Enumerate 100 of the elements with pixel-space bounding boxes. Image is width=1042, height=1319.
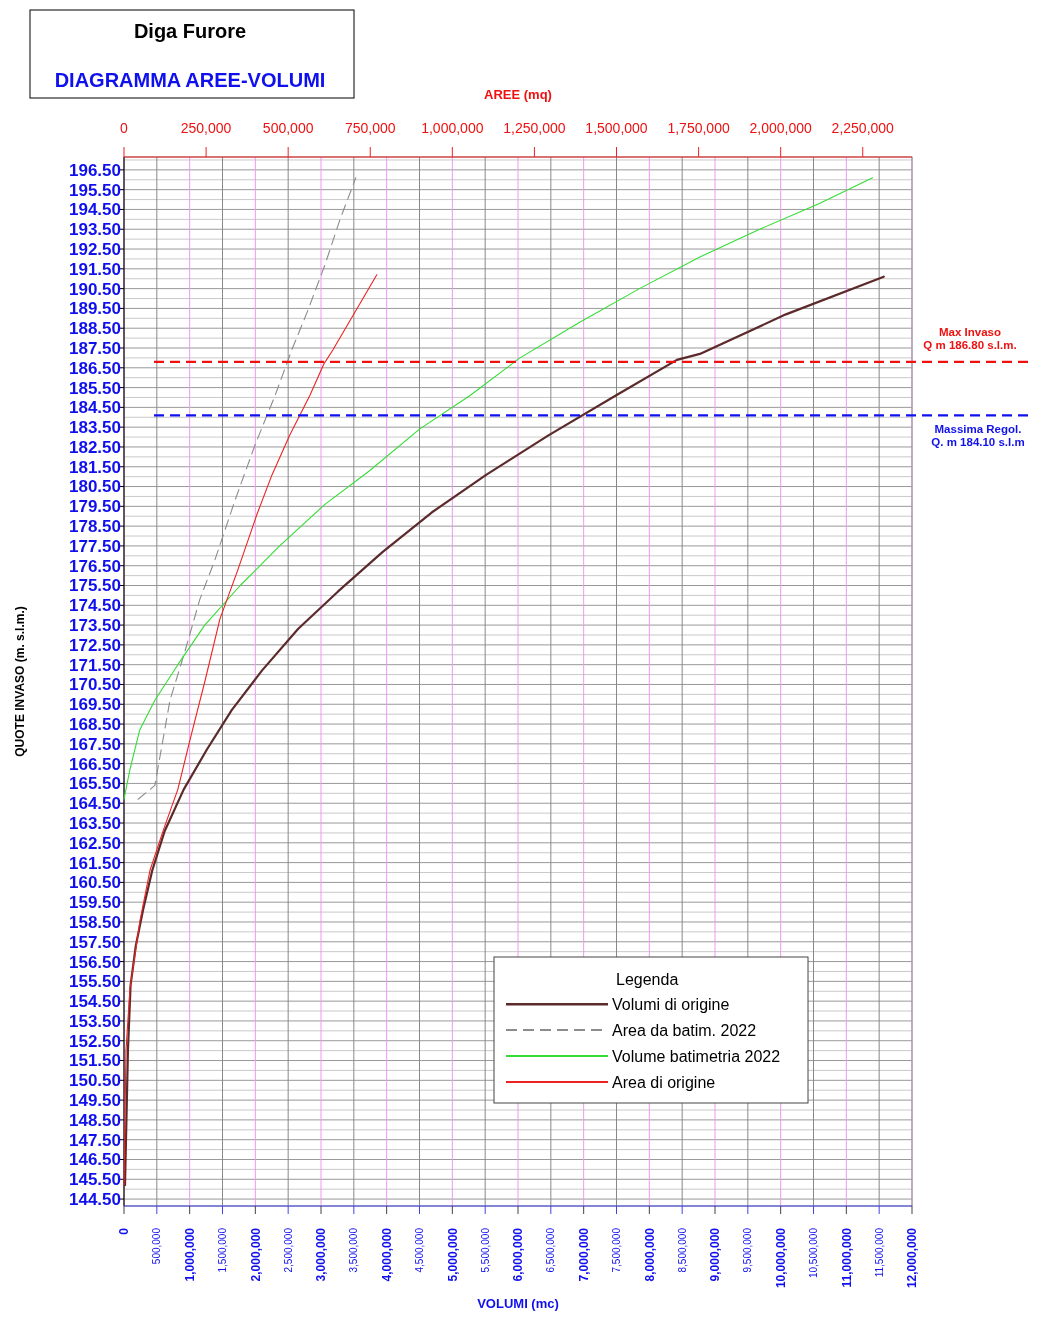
x-tick-label: 8,000,000: [642, 1227, 657, 1282]
y-tick-label: 145.50: [69, 1170, 121, 1190]
y-tick-label: 180.50: [69, 477, 121, 497]
y-tick-label: 158.50: [69, 912, 121, 932]
x-tick-label: 7,500,000: [611, 1227, 622, 1273]
x-tick-label: 6,000,000: [511, 1227, 526, 1282]
x2-tick-label: 500,000: [262, 120, 314, 136]
y-tick-label: 190.50: [69, 279, 121, 299]
x-tick-label: 9,500,000: [742, 1227, 754, 1273]
y-tick-label: 182.50: [69, 437, 121, 457]
legend-label: Volume batimetria 2022: [612, 1047, 781, 1065]
x2-tick-label: 1,500,000: [585, 120, 648, 136]
x-tick-label: 4,000,000: [379, 1227, 394, 1282]
x-tick-label: 2,000,000: [248, 1227, 263, 1282]
y-tick-label: 153.50: [69, 1011, 121, 1031]
y-tick-label: 160.50: [69, 873, 121, 893]
y-tick-label: 163.50: [69, 813, 121, 833]
x-tick-label: 2,500,000: [282, 1227, 294, 1273]
y-tick-label: 191.50: [69, 259, 121, 279]
y-tick-label: 169.50: [69, 695, 121, 715]
x2-tick-label: 0: [120, 120, 129, 136]
y-tick-label: 176.50: [69, 556, 121, 576]
x-tick-label: 3,000,000: [314, 1227, 329, 1282]
y-tick-label: 165.50: [69, 774, 121, 794]
y-tick-label: 168.50: [69, 715, 121, 734]
y-tick-label: 146.50: [69, 1150, 121, 1170]
y-tick-label: 174.50: [69, 596, 121, 616]
y-tick-label: 159.50: [69, 893, 121, 913]
x-tick-label: 3,500,000: [348, 1227, 360, 1273]
y-tick-label: 185.50: [69, 378, 121, 398]
y-tick-label: 150.50: [69, 1071, 121, 1091]
x-tick-label: 10,500,000: [808, 1227, 819, 1279]
x-axis-title: VOLUMI (mc): [477, 1296, 559, 1311]
y-tick-label: 156.50: [69, 952, 121, 972]
x2-tick-label: 1,750,000: [667, 120, 730, 136]
y-tick-label: 157.50: [69, 932, 121, 952]
y-tick-label: 155.50: [69, 972, 121, 992]
y-tick-label: 189.50: [69, 299, 121, 319]
x-tick-label: 9,000,000: [708, 1227, 723, 1282]
y-tick-label: 188.50: [69, 319, 121, 339]
legend-label: Area da batim. 2022: [612, 1021, 757, 1039]
x-tick-label: 10,000,000: [773, 1227, 788, 1289]
x-tick-label: 5,000,000: [445, 1227, 460, 1282]
y-tick-label: 161.50: [69, 853, 121, 873]
y-tick-label: 172.50: [69, 635, 121, 655]
legend-label: Volumi di origine: [612, 995, 730, 1013]
x-tick-label: 11,500,000: [873, 1227, 885, 1278]
x-tick-label: 500,000: [151, 1227, 163, 1265]
x2-tick-label: 2,250,000: [831, 120, 895, 136]
y-tick-label: 170.50: [69, 675, 121, 695]
x-tick-label: 11,000,000: [839, 1227, 854, 1288]
y-tick-label: 181.50: [69, 457, 121, 477]
y-tick-label: 177.50: [69, 536, 121, 556]
y-tick-label: 154.50: [69, 992, 121, 1012]
ref-line-label: Massima Regol. Q. m 184.10 s.l.m: [931, 423, 1025, 449]
x-tick-label: 5,500,000: [479, 1227, 491, 1273]
y-tick-label: 179.50: [69, 497, 121, 517]
y-tick-label: 152.50: [69, 1031, 121, 1051]
x2-axis-title: AREE (mq): [484, 87, 552, 102]
y-tick-label: 192.50: [69, 239, 121, 259]
y-tick-label: 166.50: [69, 754, 121, 774]
x2-tick-label: 250,000: [180, 120, 232, 136]
y-tick-label: 167.50: [69, 734, 121, 754]
y-tick-label: 178.50: [69, 517, 121, 537]
y-tick-label: 175.50: [69, 576, 121, 596]
y-tick-label: 151.50: [69, 1051, 121, 1071]
y-tick-label: 193.50: [69, 220, 121, 240]
y-tick-label: 183.50: [69, 418, 121, 438]
line-series: [123, 275, 885, 1187]
title-box: Diga Furore DIAGRAMMA AREE-VOLUMI: [29, 9, 355, 99]
line-series: [123, 177, 874, 800]
x2-tick-label: 750,000: [344, 120, 396, 136]
x2-tick-label: 2,000,000: [749, 120, 813, 136]
ref-line-label: Max Invaso Q m 186.80 s.l.m.: [923, 325, 1017, 351]
y-tick-label: 148.50: [69, 1110, 121, 1130]
x2-tick-label: 1,250,000: [503, 120, 566, 136]
y-tick-label: 184.50: [69, 398, 121, 418]
y-tick-label: 162.50: [69, 833, 121, 853]
legend-label: Area di origine: [612, 1073, 716, 1091]
y-tick-label: 194.50: [69, 200, 121, 220]
chart-subtitle: DIAGRAMMA AREE-VOLUMI: [54, 69, 326, 91]
y-tick-label: 195.50: [69, 180, 121, 200]
y-tick-label: 171.50: [69, 655, 121, 675]
y-tick-label: 187.50: [69, 338, 121, 358]
y-tick-label: 144.50: [69, 1190, 121, 1210]
x-tick-label: 0: [117, 1227, 132, 1235]
y-tick-label: 196.50: [69, 160, 121, 180]
x-tick-label: 8,500,000: [676, 1227, 688, 1273]
x-tick-label: 4,500,000: [414, 1227, 425, 1273]
x-tick-label: 7,000,000: [576, 1227, 591, 1282]
y-tick-label: 164.50: [69, 794, 121, 814]
x-tick-label: 6,500,000: [545, 1227, 557, 1273]
y-tick-label: 173.50: [69, 616, 121, 636]
x-tick-label: 1,000,000: [182, 1227, 197, 1282]
y-tick-label: 149.50: [69, 1091, 121, 1111]
y-axis-title: QUOTE INVASO (m. s.l.m.): [13, 606, 27, 757]
y-tick-label: 186.50: [69, 358, 121, 378]
x-tick-label: 12,000,000: [905, 1227, 920, 1289]
legend-title: Legenda: [616, 971, 679, 988]
x2-tick-label: 1,000,000: [421, 120, 484, 136]
